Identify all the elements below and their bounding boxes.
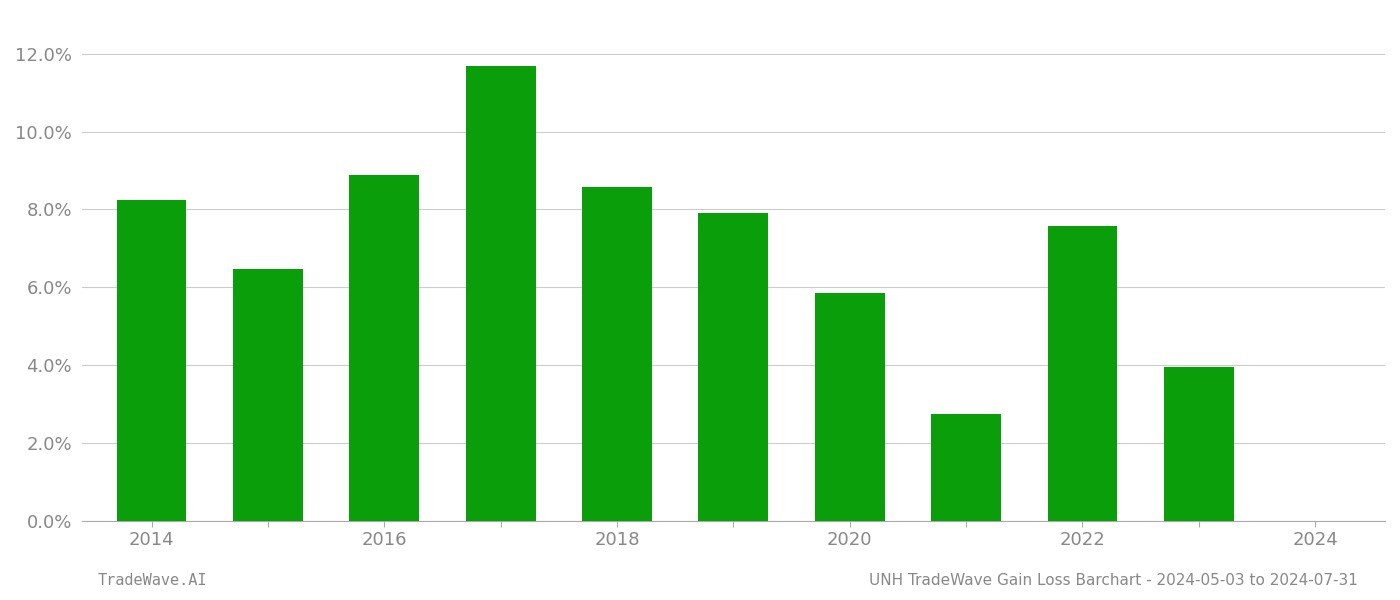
Bar	[350, 175, 419, 521]
Bar	[466, 67, 536, 521]
Text: UNH TradeWave Gain Loss Barchart - 2024-05-03 to 2024-07-31: UNH TradeWave Gain Loss Barchart - 2024-…	[869, 573, 1358, 588]
Bar	[582, 187, 652, 521]
Bar	[1047, 226, 1117, 521]
Bar	[931, 413, 1001, 521]
Bar	[815, 293, 885, 521]
Bar	[1163, 367, 1233, 521]
Text: TradeWave.AI: TradeWave.AI	[98, 573, 207, 588]
Bar	[699, 214, 769, 521]
Bar	[232, 269, 302, 521]
Bar	[116, 200, 186, 521]
